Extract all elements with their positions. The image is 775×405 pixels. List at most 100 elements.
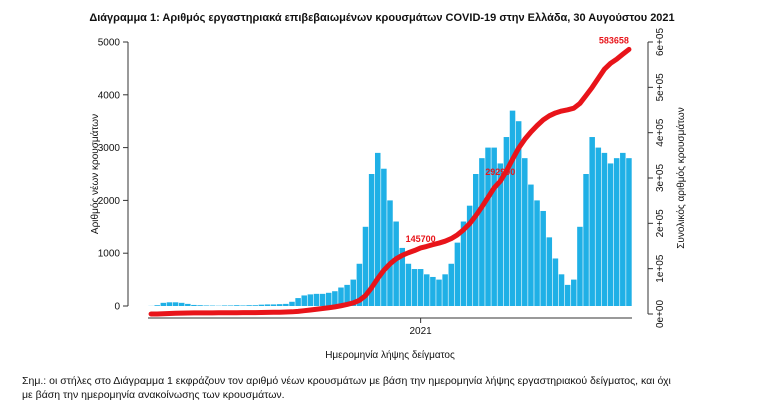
bar (240, 305, 246, 306)
bar (332, 291, 338, 306)
y-tick-label: 0 (114, 302, 120, 313)
bar (276, 304, 283, 306)
bar (405, 263, 412, 306)
bar (460, 221, 467, 306)
y2-tick-label: 4e+05 (655, 118, 666, 147)
bar (350, 279, 356, 306)
bar (160, 302, 167, 306)
bar (528, 184, 534, 306)
bar (307, 294, 314, 306)
bar (613, 158, 620, 306)
bar (479, 158, 485, 306)
bar (374, 152, 381, 306)
bar (534, 200, 540, 306)
bar (264, 304, 271, 306)
bar (387, 200, 393, 306)
bar (289, 301, 295, 306)
bar (203, 305, 209, 306)
bar (583, 174, 589, 306)
bar (221, 305, 228, 306)
bar (442, 274, 448, 306)
y-tick-label: 1000 (98, 249, 121, 260)
bar (197, 305, 203, 306)
bar (626, 158, 632, 306)
x-tick-label: 2021 (410, 326, 433, 337)
bar (166, 302, 173, 306)
bar (491, 147, 497, 306)
bar (552, 258, 559, 306)
x-axis-label: Ημερομηνία λήψης δείγματος (325, 349, 455, 361)
bar (601, 152, 608, 306)
bar (466, 205, 473, 306)
bar (258, 304, 265, 306)
y2-tick-label: 1e+05 (655, 254, 666, 283)
bar (344, 284, 350, 306)
bar (178, 302, 185, 306)
bar (338, 287, 344, 306)
bar (393, 221, 399, 306)
bar (503, 137, 510, 306)
bar (589, 137, 595, 306)
bar (485, 147, 491, 306)
bar (417, 269, 424, 306)
bar (381, 168, 387, 306)
bar (191, 304, 197, 306)
bar (564, 284, 571, 306)
bar (368, 174, 375, 306)
bar (497, 163, 504, 306)
point-label: 145700 (406, 234, 436, 244)
bar (301, 295, 307, 306)
y2-axis-label: Συνολικός αριθμός κρουσμάτων (675, 107, 687, 249)
bar (252, 305, 258, 306)
y2-tick-label: 3e+05 (655, 164, 666, 193)
point-label: 583658 (599, 35, 629, 45)
note-line: Σημ.: οι στήλες στο Διάγραμμα 1 εκφράζου… (22, 375, 672, 387)
note-line: με βάση την ημερομηνία ανακοίνωσης των κ… (22, 389, 285, 401)
bar (546, 237, 553, 306)
bar (325, 292, 332, 306)
bar (522, 158, 528, 306)
bar (424, 274, 430, 306)
point-label: 292900 (485, 167, 515, 177)
y-tick-label: 4000 (98, 90, 121, 101)
bar (319, 293, 326, 306)
bar (227, 305, 234, 306)
bar (270, 304, 277, 306)
y-tick-label: 2000 (98, 196, 121, 207)
bar (295, 298, 301, 306)
bar (577, 226, 583, 306)
bar (607, 163, 614, 306)
bar (411, 269, 418, 306)
bar (571, 279, 577, 306)
cumulative-line (148, 46, 632, 317)
y2-tick-label: 5e+05 (655, 73, 666, 102)
bar (509, 110, 516, 306)
bar (356, 263, 363, 306)
bar (430, 276, 436, 306)
bar (172, 302, 179, 306)
bar (540, 210, 546, 306)
bar (246, 305, 252, 306)
bar (558, 274, 565, 306)
bar (154, 305, 160, 306)
bar (313, 293, 320, 306)
bar (362, 226, 369, 306)
bar (448, 263, 455, 306)
bar (234, 305, 240, 306)
y-tick-label: 3000 (98, 143, 121, 154)
bar (185, 303, 191, 306)
y2-tick-label: 2e+05 (655, 209, 666, 238)
bar (473, 174, 479, 306)
y-axis-label: Αριθμός νέων κρουσμάτων (89, 114, 101, 234)
chart-title: Διάγραμμα 1: Αριθμός εργαστηριακά επιβεβ… (89, 12, 674, 24)
bar (436, 279, 442, 306)
bar (454, 242, 461, 306)
bar (595, 147, 602, 306)
y-tick-label: 5000 (98, 38, 121, 49)
bar (283, 303, 289, 306)
bar (620, 152, 626, 306)
y2-tick-label: 6e+05 (655, 28, 666, 57)
bar (515, 121, 522, 306)
bar (399, 247, 406, 306)
